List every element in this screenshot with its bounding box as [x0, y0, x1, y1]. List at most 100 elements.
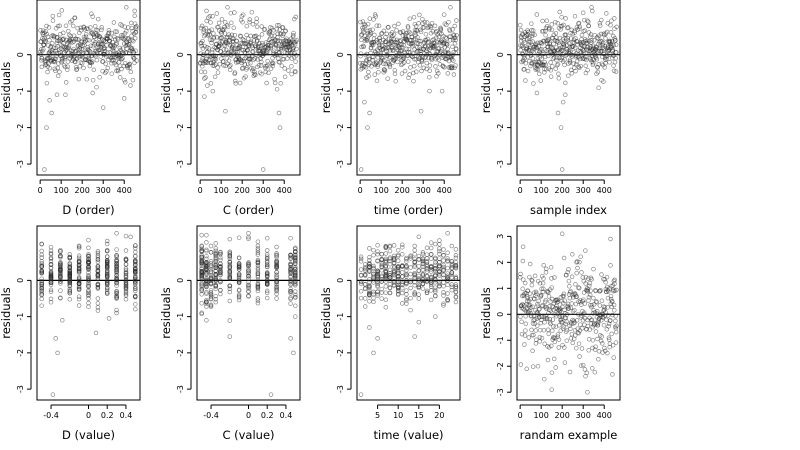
data-point	[420, 21, 425, 26]
data-point	[404, 268, 409, 273]
data-point	[578, 322, 583, 327]
data-point	[271, 48, 276, 53]
data-point	[132, 60, 137, 66]
data-point	[250, 22, 256, 27]
data-point	[378, 50, 384, 56]
data-point	[379, 262, 384, 268]
data-point	[575, 265, 580, 271]
data-point	[549, 27, 555, 33]
data-point	[221, 63, 226, 68]
data-point	[441, 262, 446, 268]
data-point	[76, 76, 82, 82]
data-point	[58, 274, 63, 279]
data-point	[571, 49, 577, 55]
data-point	[395, 276, 401, 282]
data-point	[208, 278, 214, 284]
data-point	[602, 65, 607, 70]
data-point	[48, 262, 54, 267]
data-point	[358, 279, 364, 284]
data-point	[274, 282, 279, 287]
data-point	[517, 275, 523, 280]
data-point	[278, 81, 283, 86]
data-point	[577, 259, 582, 265]
data-point	[208, 259, 214, 264]
data-point	[603, 54, 609, 59]
data-point	[123, 80, 128, 85]
data-point	[611, 302, 617, 308]
data-point	[53, 68, 58, 74]
data-point	[252, 56, 258, 61]
data-point	[550, 317, 556, 322]
data-point	[528, 39, 533, 45]
data-point	[391, 260, 397, 266]
data-point	[400, 242, 405, 247]
data-point	[539, 56, 544, 62]
data-point	[412, 272, 417, 277]
data-point	[416, 277, 422, 283]
data-point	[586, 298, 591, 303]
data-point	[67, 279, 73, 285]
data-point	[240, 12, 246, 17]
data-point	[453, 255, 459, 261]
data-point	[610, 47, 616, 52]
data-point	[530, 278, 535, 284]
data-point	[587, 327, 592, 332]
data-point	[428, 252, 434, 257]
data-point	[529, 327, 534, 333]
data-point	[387, 55, 393, 60]
data-point	[427, 51, 433, 57]
data-point	[412, 256, 417, 262]
data-point	[551, 324, 556, 329]
data-point	[123, 233, 129, 239]
y-tick-label: 0	[336, 278, 345, 283]
y-tick-label: -3	[176, 385, 185, 393]
data-point	[63, 23, 69, 29]
data-point	[255, 298, 261, 303]
y-tick-label: -3	[16, 385, 25, 393]
data-point	[63, 80, 69, 85]
data-point	[535, 363, 541, 369]
data-point	[86, 254, 91, 259]
data-point	[104, 254, 110, 259]
data-point	[453, 276, 459, 281]
data-point	[427, 63, 433, 68]
data-point	[199, 275, 204, 280]
data-point	[255, 239, 261, 244]
y-tick-label: 2	[496, 260, 505, 265]
data-point	[86, 304, 91, 309]
data-point	[227, 334, 233, 339]
data-point	[40, 28, 46, 33]
data-point	[371, 299, 376, 305]
data-point	[219, 35, 225, 41]
data-point	[585, 67, 590, 73]
data-point	[431, 43, 437, 49]
data-point	[534, 323, 540, 328]
data-point	[246, 231, 251, 236]
y-tick-label: -2	[496, 124, 505, 132]
data-point	[591, 266, 596, 272]
data-point	[537, 339, 542, 344]
data-point	[419, 46, 424, 52]
y-tick-label: -3	[496, 160, 505, 168]
data-point	[227, 253, 233, 258]
data-point	[292, 41, 298, 47]
data-point	[405, 25, 411, 30]
x-tick-label: 200	[235, 186, 250, 195]
data-point	[585, 323, 590, 329]
data-point	[377, 35, 382, 40]
data-point	[233, 81, 238, 86]
data-point	[428, 267, 434, 272]
data-point	[520, 43, 525, 48]
data-point	[436, 34, 442, 40]
data-point	[255, 250, 261, 256]
data-point	[125, 42, 130, 48]
data-point	[213, 262, 218, 267]
data-point	[48, 244, 54, 250]
data-point	[224, 56, 230, 61]
data-point	[383, 251, 389, 256]
data-point	[58, 261, 63, 266]
data-point	[133, 48, 138, 54]
data-point	[412, 248, 417, 253]
data-point	[218, 270, 223, 275]
data-point	[289, 50, 295, 55]
